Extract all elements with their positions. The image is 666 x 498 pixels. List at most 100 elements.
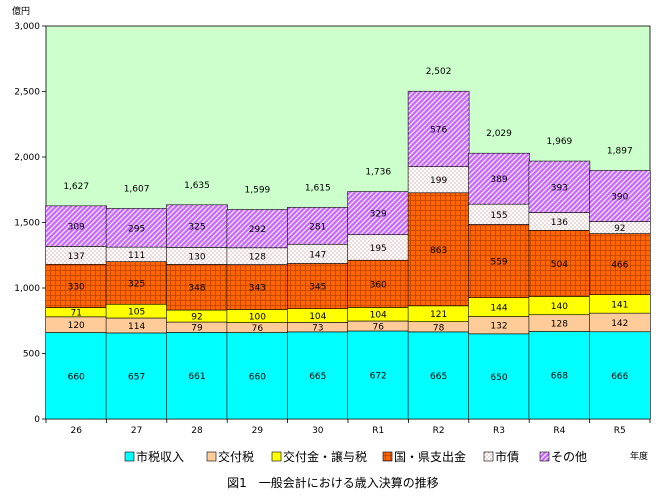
bar-segment	[166, 204, 228, 248]
segment-value-label: 105	[128, 308, 145, 318]
segment-value-label: 666	[611, 372, 628, 382]
segment-value-label: 559	[490, 258, 507, 268]
segment-value-label: 114	[128, 322, 145, 332]
y-tick-label: 0	[34, 415, 40, 425]
segment-value-label: 132	[490, 322, 507, 332]
legend-label: 交付金・譲与税	[283, 449, 367, 464]
y-axis: 0 500 1,000 1,500 2,000 2,500 3,000	[14, 22, 46, 425]
segment-value-label: 661	[188, 372, 205, 382]
legend-swatch	[539, 451, 550, 462]
segment-value-label: 111	[128, 251, 145, 261]
y-tick-label: 3,000	[14, 22, 40, 32]
segment-value-label: 76	[372, 322, 384, 332]
total-value-label: 1,607	[124, 184, 150, 194]
segment-value-label: 142	[611, 319, 628, 329]
total-value-label: 1,736	[365, 168, 391, 178]
segment-value-label: 329	[370, 210, 387, 220]
bar-segment	[166, 332, 228, 420]
segment-value-label: 128	[551, 320, 568, 330]
segment-value-label: 343	[249, 284, 266, 294]
bar-segment	[528, 331, 591, 420]
segment-value-label: 79	[191, 324, 203, 334]
segment-value-label: 660	[68, 372, 85, 382]
segment-value-label: 71	[70, 309, 81, 319]
total-value-label: 2,029	[486, 129, 512, 139]
y-tick-label: 2,500	[14, 88, 40, 98]
segment-value-label: 504	[551, 260, 568, 270]
bar-segment	[286, 263, 349, 309]
segment-value-label: 281	[309, 222, 326, 232]
y-tick-label: 2,000	[14, 153, 40, 163]
legend-label: 国・県支出金	[394, 449, 466, 464]
total-value-label: 1,969	[547, 137, 573, 147]
bar-segment	[347, 191, 410, 235]
segment-value-label: 389	[490, 175, 507, 185]
segment-value-label: 295	[128, 224, 145, 234]
segment-value-label: 657	[128, 372, 145, 382]
segment-value-label: 128	[249, 253, 266, 263]
total-value-label: 1,599	[245, 186, 271, 196]
bar-segment	[286, 331, 349, 420]
bar-segment	[45, 263, 108, 308]
segment-value-label: 195	[370, 244, 387, 254]
segment-value-label: 130	[188, 252, 205, 262]
segment-value-label: 144	[490, 304, 507, 314]
x-tick-label: R4	[553, 426, 565, 436]
y-axis-unit-label: 億円	[12, 5, 30, 17]
x-tick-label: 28	[191, 426, 203, 436]
segment-value-label: 141	[611, 300, 628, 310]
legend-label: その他	[551, 450, 587, 464]
legend-swatch	[483, 451, 494, 462]
segment-value-label: 78	[433, 323, 445, 333]
x-tick-label: 27	[131, 426, 142, 436]
segment-value-label: 137	[68, 252, 85, 262]
segment-value-label: 650	[490, 373, 507, 383]
bar-segment	[105, 261, 168, 305]
legend-swatch	[124, 451, 135, 462]
segment-value-label: 360	[370, 280, 387, 290]
bar-segment	[45, 332, 108, 420]
total-value-label: 1,627	[63, 182, 89, 192]
segment-value-label: 140	[551, 302, 568, 312]
bar-segment	[528, 230, 591, 297]
x-axis: 26 27 28 29 30 R1 R2 R3 R4 R5	[45, 419, 651, 436]
bar-segment	[347, 259, 410, 308]
segment-value-label: 348	[188, 284, 205, 294]
segment-value-label: 330	[68, 282, 85, 292]
total-value-label: 1,897	[607, 146, 633, 156]
segment-value-label: 100	[249, 313, 266, 323]
legend-swatch	[206, 451, 217, 462]
y-tick-label: 1,000	[14, 284, 40, 294]
bar-segment	[407, 331, 470, 420]
segment-value-label: 665	[309, 372, 326, 382]
bar-segment	[105, 208, 168, 248]
segment-value-label: 390	[611, 193, 628, 203]
bar-segment	[588, 233, 651, 295]
segment-value-label: 73	[312, 324, 323, 334]
segment-value-label: 393	[551, 183, 568, 193]
segment-value-label: 155	[490, 211, 507, 221]
legend-label: 市税収入	[136, 449, 184, 464]
y-tick-label: 1,500	[14, 219, 40, 229]
segment-value-label: 121	[430, 310, 447, 320]
bar-segment	[226, 264, 289, 310]
segment-value-label: 292	[249, 225, 266, 235]
segment-value-label: 136	[551, 218, 568, 228]
x-tick-label: R3	[493, 426, 505, 436]
legend-label: 市債	[495, 449, 519, 464]
bar-segment	[407, 192, 470, 307]
x-tick-label: R2	[433, 426, 445, 436]
legend-swatch	[382, 451, 393, 462]
segment-value-label: 147	[309, 250, 326, 260]
segment-value-label: 345	[309, 283, 326, 293]
bar-segment	[468, 152, 530, 205]
x-axis-unit-label: 年度	[630, 450, 648, 462]
legend-swatch	[271, 451, 282, 462]
bar-segment	[588, 331, 651, 420]
segment-value-label: 576	[430, 125, 447, 135]
x-tick-label: 26	[70, 426, 82, 436]
bar-segment	[407, 166, 470, 194]
bar-segment	[407, 90, 470, 167]
